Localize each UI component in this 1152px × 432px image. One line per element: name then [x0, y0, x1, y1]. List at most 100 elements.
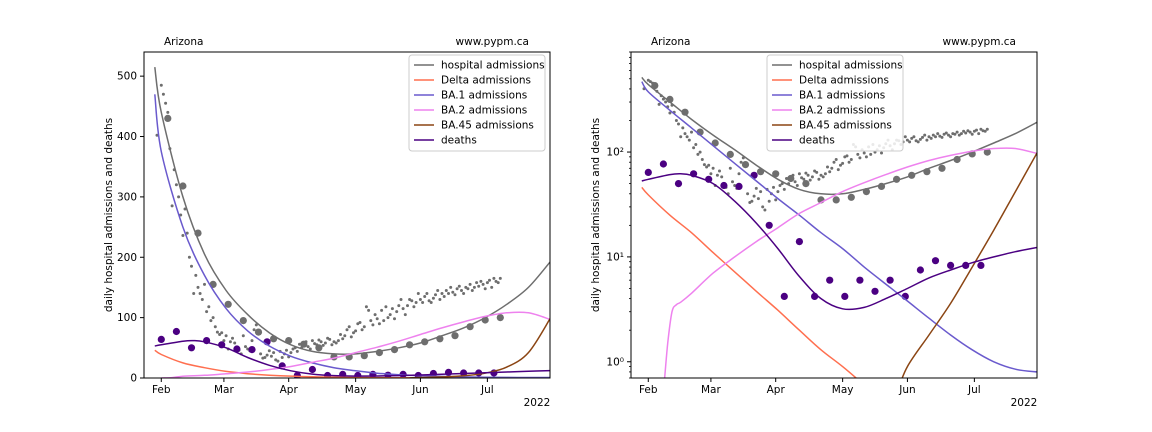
daily-hospital-admissions-point	[198, 292, 202, 295]
daily-hospital-admissions-point	[367, 308, 371, 312]
daily-hospital-admissions-point	[289, 351, 293, 355]
daily-hospital-admissions-point	[382, 319, 386, 323]
daily-hospital-admissions-point	[715, 173, 719, 177]
daily-hospital-admissions-point	[190, 264, 193, 268]
legend-label: Delta admissions	[441, 75, 531, 87]
x-tick-label: Apr	[767, 384, 786, 396]
legend-label: BA.45 admissions	[799, 120, 892, 132]
weekly-deaths-point	[947, 261, 955, 269]
y-tick-label: 100	[117, 312, 137, 324]
daily-hospital-admissions-point	[425, 292, 429, 295]
daily-hospital-admissions-point	[817, 177, 821, 181]
daily-hospital-admissions-point	[207, 305, 211, 309]
weekly-deaths-point	[444, 368, 453, 376]
daily-hospital-admissions-point	[470, 289, 474, 292]
legend-label: BA.2 admissions	[799, 105, 885, 117]
daily-hospital-admissions-point	[936, 132, 940, 136]
x-tick-label: Mar	[701, 384, 721, 396]
daily-hospital-admissions-point	[869, 152, 873, 156]
daily-hospital-admissions-point	[968, 130, 972, 134]
daily-hospital-admissions-point	[403, 313, 407, 317]
daily-hospital-admissions-point	[401, 307, 405, 311]
weekly-hospital-admissions-point	[254, 328, 263, 336]
weekly-hospital-admissions-point	[179, 182, 187, 190]
daily-hospital-admissions-point	[397, 304, 401, 308]
legend-item-deaths: deaths	[414, 135, 477, 147]
daily-hospital-admissions-point	[921, 135, 924, 139]
daily-hospital-admissions-point	[905, 138, 909, 142]
daily-hospital-admissions-point	[252, 328, 256, 332]
log-axes-frame	[630, 51, 1038, 379]
daily-hospital-admissions-point	[720, 175, 724, 179]
daily-hospital-admissions-point	[705, 165, 709, 169]
daily-hospital-admissions-point	[668, 111, 672, 115]
daily-hospital-admissions-point	[496, 281, 500, 285]
daily-hospital-admissions-point	[903, 135, 907, 139]
daily-hospital-admissions-point	[488, 278, 491, 282]
daily-hospital-admissions-point	[959, 132, 963, 136]
legend-box	[766, 54, 904, 152]
daily-hospital-admissions-point	[468, 282, 472, 286]
daily-hospital-admissions-point	[810, 175, 814, 179]
daily-hospital-admissions-point	[800, 176, 804, 180]
daily-hospital-admissions-point	[341, 337, 345, 341]
ba-45-admissions-line	[409, 318, 550, 378]
weekly-deaths-point	[720, 181, 728, 190]
daily-hospital-admissions-point	[308, 347, 312, 351]
daily-hospital-admissions-point	[834, 158, 838, 161]
daily-hospital-admissions-point	[280, 356, 284, 359]
daily-hospital-admissions-point	[416, 292, 420, 295]
daily-hospital-admissions-point	[328, 337, 332, 341]
daily-hospital-admissions-point	[962, 129, 966, 133]
daily-hospital-admissions-point	[754, 186, 758, 190]
daily-hospital-admissions-point	[485, 281, 489, 285]
daily-hospital-admissions-point	[821, 175, 825, 179]
daily-hospital-admissions-point	[864, 155, 868, 159]
daily-hospital-admissions-point	[418, 298, 422, 301]
y-tick-label: 10⁰	[606, 356, 624, 368]
daily-hospital-admissions-point	[761, 205, 765, 209]
daily-hospital-admissions-point	[399, 298, 403, 301]
x-tick-label: Jul	[480, 384, 494, 396]
y-tick-label: 300	[117, 191, 137, 203]
hospital-admissions-line	[641, 76, 1037, 196]
daily-hospital-admissions-point	[683, 132, 687, 136]
daily-hospital-admissions-point	[856, 152, 860, 156]
daily-hospital-admissions-point	[711, 166, 715, 170]
legend-label: deaths	[799, 135, 835, 147]
daily-hospital-admissions-point	[737, 172, 741, 176]
daily-hospital-admissions-point	[880, 151, 883, 155]
weekly-hospital-admissions-point	[938, 164, 946, 172]
y-tick-label: 10²	[606, 147, 624, 159]
daily-hospital-admissions-point	[336, 339, 340, 343]
daily-hospital-admissions-point	[358, 321, 362, 324]
daily-hospital-admissions-point	[185, 231, 189, 235]
daily-hospital-admissions-point	[782, 187, 786, 191]
daily-hospital-admissions-point	[776, 190, 780, 194]
legend-item-delta-admissions: Delta admissions	[772, 75, 889, 87]
legend-item-deaths: deaths	[772, 135, 835, 147]
daily-hospital-admissions-point	[159, 83, 163, 87]
weekly-hospital-admissions-point	[451, 332, 459, 340]
daily-hospital-admissions-point	[310, 339, 314, 343]
weekly-hospital-admissions-point	[315, 344, 323, 352]
daily-hospital-admissions-point	[823, 172, 827, 176]
daily-hospital-admissions-point	[377, 322, 381, 326]
legend-item-ba-2-admissions: BA.2 admissions	[414, 105, 527, 117]
daily-hospital-admissions-point	[858, 156, 862, 160]
daily-hospital-admissions-point	[908, 140, 912, 144]
legend-item-hospital-admissions: hospital admissions	[772, 60, 903, 72]
daily-hospital-admissions-point	[423, 295, 427, 298]
daily-hospital-admissions-point	[696, 152, 700, 156]
daily-hospital-admissions-point	[970, 132, 974, 136]
daily-hospital-admissions-point	[752, 194, 756, 198]
weekly-deaths-point	[187, 344, 196, 352]
legend-label: deaths	[441, 135, 477, 147]
daily-hospital-admissions-point	[862, 151, 866, 155]
weekly-hospital-admissions-point	[802, 180, 810, 188]
daily-hospital-admissions-point	[709, 172, 713, 176]
daily-hospital-admissions-point	[295, 349, 299, 353]
weekly-hospital-admissions-point	[300, 340, 308, 348]
linear-scale-panel: 0 100 200 300 400 500 Feb Mar Apr May Jun Jul Ariz…	[103, 36, 551, 409]
